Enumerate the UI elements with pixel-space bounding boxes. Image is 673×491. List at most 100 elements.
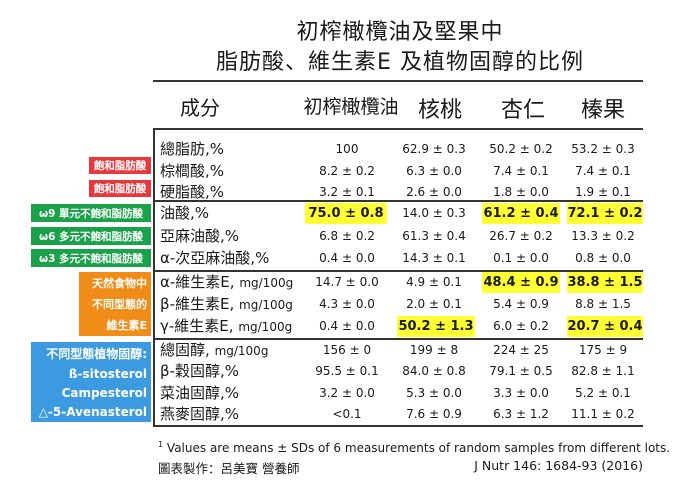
table-cell: 0.8 ± 0.0: [575, 251, 631, 265]
tag-saturated-1: 飽和脂肪酸: [89, 157, 151, 174]
table-cell: 7.4 ± 0.1: [493, 164, 549, 178]
row-label-text: 棕櫚酸,%: [160, 162, 225, 180]
row-label: α-次亞麻油酸,%: [160, 248, 269, 269]
row-label: 棕櫚酸,%: [160, 161, 224, 182]
table-cell: 5.3 ± 0.0: [406, 386, 462, 400]
table-cell: 11.1 ± 0.2: [571, 407, 635, 421]
divider-top: [153, 80, 643, 82]
table-cell: 0.1 ± 0.0: [493, 251, 549, 265]
table-cell: <0.1: [332, 407, 362, 421]
tag-sterols-sitosterol: ß-sitosterol: [68, 366, 147, 381]
table-cell: 100: [335, 142, 359, 156]
tag-vitamin-e: 天然食物中 不同型態的 維生素E: [79, 272, 151, 336]
table-cell: 50.2 ± 1.3: [397, 316, 475, 337]
header-col-hazelnut: 榛果: [580, 98, 625, 123]
table-row: 燕麥固醇,% <0.1 7.6 ± 0.9 6.3 ± 1.2 11.1 ± 0.2: [155, 404, 643, 425]
table-cell: 3.2 ± 0.0: [319, 386, 375, 400]
row-label: 油酸,%: [160, 203, 209, 224]
row-label: γ-維生素E, mg/100g: [160, 316, 292, 338]
table-cell: 0.4 ± 0.0: [319, 319, 375, 333]
table-row: β-穀固醇,% 95.5 ± 0.1 84.0 ± 0.8 79.1 ± 0.5 82.…: [155, 361, 643, 382]
row-label: 總脂肪,%: [160, 139, 224, 160]
table-row: γ-維生素E, mg/100g 0.4 ± 0.0 50.2 ± 1.3 6.0 ± …: [155, 316, 643, 337]
table-cell: 75.0 ± 0.8: [305, 203, 387, 224]
table-cell: 53.2 ± 0.3: [571, 142, 635, 156]
table-cell: 61.3 ± 0.4: [402, 229, 466, 243]
row-label-text: 菜油固醇,%: [160, 384, 240, 402]
table-cell: 20.7 ± 0.4: [567, 316, 643, 337]
header-col-almond: 杏仁: [500, 98, 545, 123]
table-cell: 8.8 ± 1.5: [575, 297, 631, 311]
tag-saturated-2: 飽和脂肪酸: [89, 180, 151, 197]
table-cell: 2.6 ± 0.0: [406, 185, 462, 199]
divider-bottom: [153, 425, 643, 427]
divider-after-fats: [153, 200, 643, 202]
row-label-unit: mg/100g: [239, 298, 293, 312]
table-cell: 82.8 ± 1.1: [571, 364, 635, 378]
tag-vitamin-e-line-3: 維生素E: [106, 319, 147, 333]
title-line-1: 初榨橄欖油及堅果中: [296, 20, 504, 45]
tag-vitamin-e-line-2: 不同型態的: [92, 297, 147, 311]
divider-after-fatty-acids: [153, 270, 643, 272]
table-cell: 4.9 ± 0.1: [406, 275, 462, 289]
table-cell: 175 ± 9: [578, 343, 628, 357]
table-cell: 62.9 ± 0.3: [402, 142, 466, 156]
header-col-olive-oil: 初榨橄欖油: [303, 96, 399, 118]
divider-header: [153, 128, 643, 130]
row-label-unit: mg/100g: [239, 276, 294, 290]
table-row: β-維生素E, mg/100g 4.3 ± 0.0 2.0 ± 0.1 5.4 ± 0…: [155, 294, 643, 315]
table-cell: 61.2 ± 0.4: [482, 203, 560, 224]
row-label: 燕麥固醇,%: [160, 404, 239, 425]
tag-sterols: 不同型態植物固醇: ß-sitosterol Campesterol △-5-A…: [31, 342, 151, 422]
table-cell: 2.0 ± 0.1: [406, 297, 462, 311]
table-cell: 48.4 ± 0.9: [482, 272, 560, 293]
tag-omega9: ω9 單元不飽和脂肪酸: [31, 204, 151, 222]
table-row: α-維生素E, mg/100g 14.7 ± 0.0 4.9 ± 0.1 48.4 ±…: [155, 272, 643, 293]
table-cell: 72.1 ± 0.2: [567, 203, 643, 224]
table-cell: 13.3 ± 0.2: [571, 229, 635, 243]
table-row: 總脂肪,% 100 62.9 ± 0.3 50.2 ± 0.2 53.2 ± 0.3: [155, 139, 643, 160]
table-cell: 6.3 ± 0.0: [406, 164, 462, 178]
row-label: β-維生素E, mg/100g: [160, 294, 293, 316]
row-label-text: β-穀固醇,%: [160, 362, 240, 380]
row-label: 硬脂酸,%: [160, 182, 224, 203]
row-label-unit: mg/100g: [214, 344, 269, 358]
table-row: 總固醇, mg/100g 156 ± 0 199 ± 8 224 ± 25 175 ± …: [155, 340, 643, 361]
divider-after-vitamin-e: [153, 338, 643, 340]
credit: 圖表製作：呂美寶 營養師: [158, 461, 300, 476]
tag-vitamin-e-line-1: 天然食物中: [92, 276, 147, 290]
table-row: 亞麻油酸,% 6.8 ± 0.2 61.3 ± 0.4 26.7 ± 0.2 13.3 …: [155, 226, 643, 247]
table-cell: 8.2 ± 0.2: [319, 164, 375, 178]
table-cell: 3.2 ± 0.1: [319, 185, 375, 199]
tag-sterols-heading: 不同型態植物固醇:: [46, 346, 147, 361]
row-label: 總固醇, mg/100g: [160, 340, 268, 362]
table-cell: 6.8 ± 0.2: [319, 229, 375, 243]
table-cell: 26.7 ± 0.2: [489, 229, 553, 243]
row-label-text: α-次亞麻油酸,%: [160, 249, 270, 267]
table-cell: 84.0 ± 0.8: [402, 364, 466, 378]
table-cell: 14.0 ± 0.3: [402, 206, 466, 220]
tag-sterols-campesterol: Campesterol: [61, 386, 147, 401]
table-cell: 79.1 ± 0.5: [489, 364, 553, 378]
row-label-text: 燕麥固醇,%: [160, 405, 240, 423]
table-cell: 0.4 ± 0.0: [319, 251, 375, 265]
title-line-2: 脂肪酸、維生素E 及植物固醇的比例: [216, 50, 584, 75]
table-cell: 6.3 ± 1.2: [493, 407, 549, 421]
footnote-text: Values are means ± SDs of 6 measurements…: [166, 441, 671, 455]
row-label-text: β-維生素E,: [160, 295, 235, 313]
table-cell: 3.3 ± 0.0: [493, 386, 549, 400]
table-cell: 50.2 ± 0.2: [489, 142, 553, 156]
table-cell: 38.8 ± 1.5: [567, 272, 643, 293]
row-label-text: 亞麻油酸,%: [160, 227, 240, 245]
tag-omega3: ω3 多元不飽和脂肪酸: [31, 249, 151, 267]
header-col-walnut: 核桃: [417, 98, 462, 123]
table-cell: 7.6 ± 0.9: [406, 407, 462, 421]
table-cell: 224 ± 25: [493, 343, 549, 357]
row-label-text: α-維生素E,: [160, 273, 235, 291]
table-row: 棕櫚酸,% 8.2 ± 0.2 6.3 ± 0.0 7.4 ± 0.1 7.4 ± 0.…: [155, 161, 643, 182]
table-row: α-次亞麻油酸,% 0.4 ± 0.0 14.3 ± 0.1 0.1 ± 0.0 0.8…: [155, 248, 643, 269]
row-label: α-維生素E, mg/100g: [160, 272, 293, 294]
table-row: 硬脂酸,% 3.2 ± 0.1 2.6 ± 0.0 1.8 ± 0.0 1.9 ± 0.…: [155, 182, 643, 203]
row-label-text: 油酸,%: [160, 204, 210, 222]
row-label-text: 總固醇,: [160, 341, 210, 359]
